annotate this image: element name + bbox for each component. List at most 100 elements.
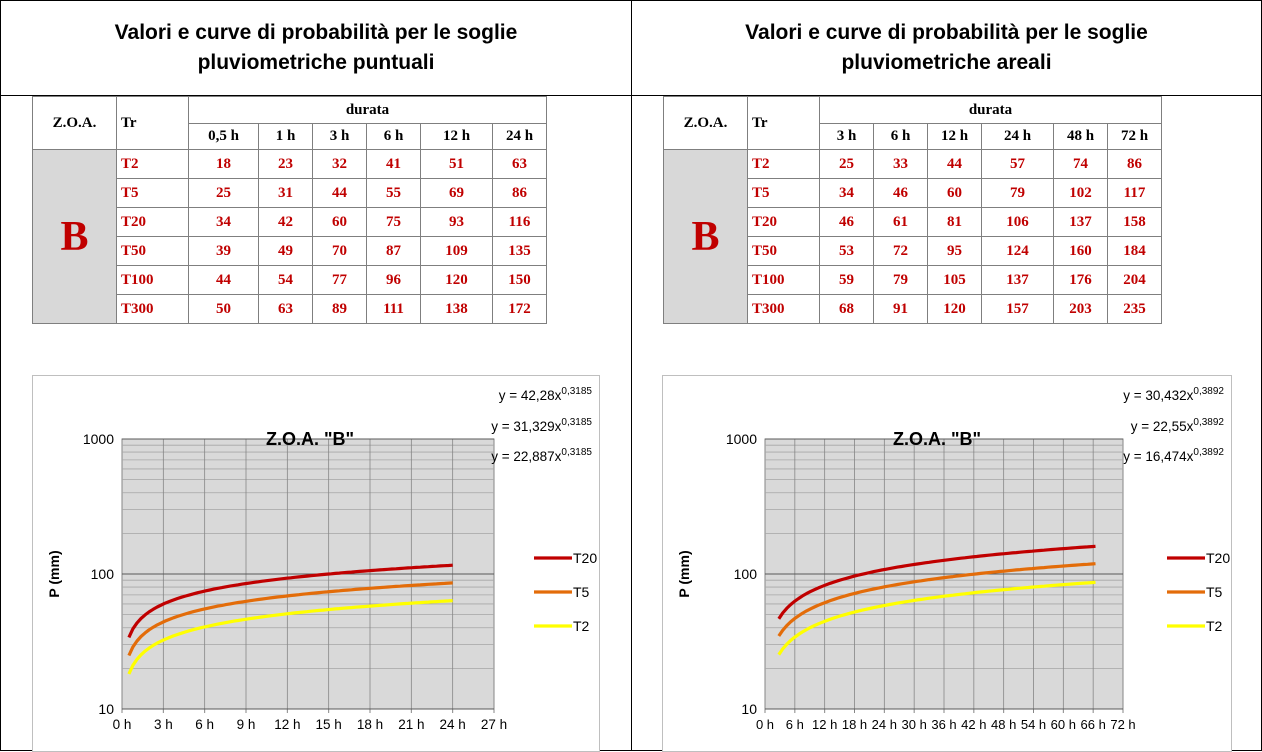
x-tick-label: 6 h	[195, 717, 214, 732]
value-cell: 150	[492, 265, 547, 295]
y-tick-label: 10	[741, 701, 757, 717]
value-cell: 116	[492, 207, 547, 237]
value-cell: 74	[1053, 149, 1108, 179]
equation-base: y = 16,474x	[1123, 449, 1193, 464]
y-tick-label: 100	[734, 566, 758, 582]
trendline-equation: y = 30,432x0,3892	[1123, 386, 1224, 403]
tr-cell: T20	[116, 207, 189, 237]
value-cell: 203	[1053, 294, 1108, 324]
value-cell: 68	[819, 294, 874, 324]
trendline-equation: y = 42,28x0,3185	[499, 386, 593, 403]
equation-exponent: 0,3892	[1193, 386, 1224, 397]
tr-cell: T100	[747, 265, 820, 295]
panel-areali: Valori e curve di probabilità per le sog…	[631, 0, 1262, 752]
value-cell: 135	[492, 236, 547, 266]
tr-cell: T100	[116, 265, 189, 295]
x-tick-label: 48 h	[991, 717, 1016, 732]
value-cell: 117	[1107, 178, 1162, 208]
value-cell: 235	[1107, 294, 1162, 324]
value-cell: 158	[1107, 207, 1162, 237]
duration-header: 1 h	[258, 123, 313, 150]
value-cell: 61	[873, 207, 928, 237]
value-cell: 25	[188, 178, 259, 208]
tr-header: Tr	[116, 96, 189, 150]
series-line-t5	[777, 562, 1096, 637]
legend-label: T20	[1206, 550, 1230, 566]
value-cell: 157	[981, 294, 1054, 324]
panel-title: Valori e curve di probabilità per le sog…	[632, 1, 1261, 96]
value-cell: 72	[873, 236, 928, 266]
value-cell: 79	[873, 265, 928, 295]
series-line-t20	[127, 563, 453, 639]
x-tick-label: 42 h	[961, 717, 986, 732]
value-cell: 137	[981, 265, 1054, 295]
value-cell: 93	[420, 207, 493, 237]
value-cell: 23	[258, 149, 313, 179]
trendline-equation: y = 22,55x0,3892	[1131, 417, 1225, 434]
value-cell: 25	[819, 149, 874, 179]
value-cell: 106	[981, 207, 1054, 237]
value-cell: 60	[927, 178, 982, 208]
value-cell: 160	[1053, 236, 1108, 266]
tr-cell: T2	[116, 149, 189, 179]
table-row: B T2 18 23 32 41 51 63	[32, 149, 547, 324]
equation-base: y = 31,329x	[491, 419, 561, 434]
value-cell: 86	[492, 178, 547, 208]
tr-header: Tr	[747, 96, 820, 150]
x-tick-label: 24 h	[440, 717, 466, 732]
duration-header: 48 h	[1053, 123, 1108, 150]
threshold-table: Z.O.A. Tr durata 0,5 h 1 h 3 h 6 h 12 h …	[32, 96, 547, 324]
x-tick-label: 15 h	[316, 717, 342, 732]
duration-header: 6 h	[366, 123, 421, 150]
value-cell: 34	[188, 207, 259, 237]
x-tick-label: 18 h	[842, 717, 867, 732]
table-row: T5 34 46 60 79 102 117	[664, 178, 1162, 208]
table-row: T300 50 63 89 111 138 172	[33, 294, 547, 324]
trendline-equation: y = 31,329x0,3185	[491, 417, 592, 434]
value-cell: 91	[873, 294, 928, 324]
value-cell: 31	[258, 178, 313, 208]
value-cell: 63	[258, 294, 313, 324]
value-cell: 105	[927, 265, 982, 295]
duration-header: 12 h	[420, 123, 493, 150]
panel-title-text: Valori e curve di probabilità per le sog…	[745, 21, 1148, 74]
value-cell: 120	[420, 265, 493, 295]
value-cell: 55	[366, 178, 421, 208]
table-row: T5 25 31 44 55 69 86	[33, 178, 547, 208]
x-tick-label: 12 h	[274, 717, 300, 732]
panel-title-text: Valori e curve di probabilità per le sog…	[114, 21, 518, 74]
zoa-header: Z.O.A.	[32, 96, 117, 150]
tr-cell: T20	[747, 207, 820, 237]
x-tick-label: 27 h	[481, 717, 507, 732]
x-tick-label: 9 h	[237, 717, 256, 732]
trendline-equation: y = 16,474x0,3892	[1123, 447, 1224, 464]
equation-exponent: 0,3892	[1193, 417, 1224, 428]
x-tick-label: 24 h	[872, 717, 897, 732]
value-cell: 89	[312, 294, 367, 324]
table-row: T50 53 72 95 124 160 184	[664, 236, 1162, 266]
legend-label: T5	[1206, 584, 1223, 600]
x-tick-label: 18 h	[357, 717, 383, 732]
y-axis-label: P (mm)	[46, 550, 62, 597]
equation-base: y = 42,28x	[499, 388, 562, 403]
tr-cell: T5	[747, 178, 820, 208]
duration-header: 6 h	[873, 123, 928, 150]
zoa-header: Z.O.A.	[663, 96, 748, 150]
tr-cell: T300	[747, 294, 820, 324]
value-cell: 33	[873, 149, 928, 179]
duration-header: 24 h	[492, 123, 547, 150]
value-cell: 53	[819, 236, 874, 266]
panel-title: Valori e curve di probabilità per le sog…	[1, 1, 631, 96]
x-tick-label: 21 h	[398, 717, 424, 732]
value-cell: 57	[981, 149, 1054, 179]
duration-header: 72 h	[1107, 123, 1162, 150]
zone-label: B	[663, 149, 748, 324]
legend-label: T20	[573, 550, 597, 566]
value-cell: 138	[420, 294, 493, 324]
value-cell: 44	[927, 149, 982, 179]
x-tick-label: 36 h	[931, 717, 956, 732]
x-tick-label: 0 h	[113, 717, 132, 732]
y-tick-label: 1000	[83, 431, 114, 447]
series-line-t2	[777, 580, 1096, 656]
value-cell: 39	[188, 236, 259, 266]
